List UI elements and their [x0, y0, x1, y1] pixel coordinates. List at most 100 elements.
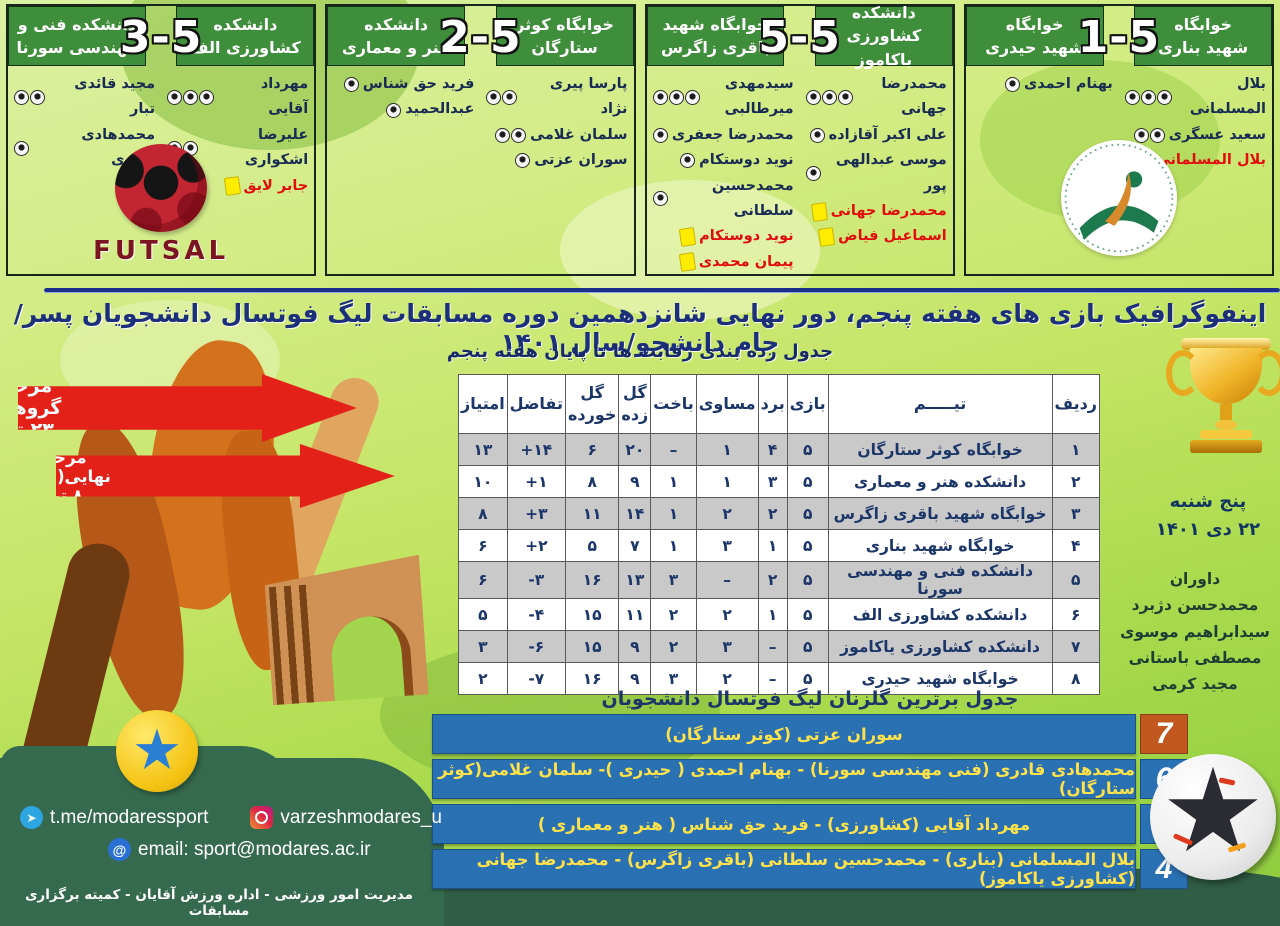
soccer-ball-icon — [14, 89, 29, 105]
win-cell: ۴ — [757, 433, 788, 466]
soccer-ball-icon — [1149, 127, 1165, 143]
player-name: بلال المسلمانی — [1189, 76, 1266, 118]
played-cell: ۵ — [786, 662, 829, 695]
star-ball-icon: ★ — [116, 710, 198, 792]
played-cell: ۵ — [786, 630, 829, 663]
goal-event: محمدرضا جهانی — [805, 72, 947, 123]
soccer-ball-icon — [809, 127, 825, 143]
standings-header-cell: گل خورده — [564, 374, 620, 434]
goal-balls — [809, 127, 825, 143]
instagram-link[interactable]: varzeshmodares_u — [250, 806, 442, 829]
player-name: محمدحسین سلطانی — [711, 177, 794, 219]
team-cell: خوابگاه شهید باقری زاگرس — [827, 497, 1053, 530]
standings-header-cell: بازی — [786, 374, 829, 434]
home-scorers: مهرداد آقایی علیرضا اشکواری جابر لایق — [161, 70, 314, 201]
team-cell: دانشکده هنر و معماری — [827, 465, 1053, 498]
goals-against-cell: ۱۱ — [564, 497, 620, 530]
loss-cell: ۱ — [650, 465, 697, 498]
soccer-ball-icon — [668, 89, 684, 105]
goals-for-cell: ۹ — [618, 662, 652, 695]
goal-event: موسی عبدالهی پور — [805, 148, 947, 199]
player-name: مهرداد آقایی — [260, 76, 309, 118]
goal-balls — [805, 166, 821, 181]
away-team-name: دانشکده فنی و مهندسی سورنا — [8, 6, 146, 66]
scorer-columns: محمدرضا جهانی علی اکبر آقازاده موسی عبداله… — [647, 70, 953, 277]
player-name: موسی عبدالهی پور — [835, 152, 947, 194]
soccer-ball-icon — [511, 127, 527, 143]
email-at-icon: @ — [108, 838, 131, 861]
goal-event: مهرداد آقایی — [167, 72, 308, 123]
goal-diff-cell: -۴ — [506, 598, 566, 631]
goal-balls — [652, 127, 668, 143]
match-date: پنج شنبه ۲۲ دی ۱۴۰۱ — [1142, 488, 1274, 544]
win-cell: – — [757, 630, 788, 663]
player-name: محمدرضا جهانی — [830, 202, 947, 219]
instagram-handle: varzeshmodares_u — [280, 806, 442, 828]
scorer-columns: بلال المسلمانی سعید عسگری بلال المسلمانی ب… — [966, 70, 1272, 176]
rank-cell: ۳ — [1051, 497, 1101, 530]
home-scorers: محمدرضا جهانی علی اکبر آقازاده موسی عبداله… — [800, 70, 953, 277]
goals-against-cell: ۱۶ — [564, 561, 620, 599]
telegram-link[interactable]: ➤ t.me/modaressport — [20, 806, 208, 829]
played-cell: ۵ — [786, 465, 829, 498]
goal-balls — [167, 89, 215, 105]
goals-for-cell: ۷ — [618, 529, 652, 562]
rank-cell: ۴ — [1051, 529, 1101, 562]
soccer-ball-icon — [386, 102, 402, 118]
standings-row: ۳ خوابگاه شهید باقری زاگرس ۵ ۲ ۲ ۱ ۱۴ ۱۱… — [458, 497, 1101, 530]
star-glyph: ★ — [131, 718, 183, 783]
goal-event: محمدحسین سلطانی — [652, 174, 794, 225]
scorer-columns: پارسا پیری نژاد سلمان غلامی سوران عزتی فری… — [327, 70, 633, 176]
card-event: اسماعیل فیاض — [806, 224, 947, 249]
home-scorers: پارسا پیری نژاد سلمان غلامی سوران عزتی — [480, 70, 633, 176]
referee-names: محمدحسن دژبرد سیدابراهیم موسوی مصطفی باستا… — [1116, 592, 1274, 697]
goal-balls — [652, 191, 668, 207]
goal-event: مجید قائدی تبار — [14, 72, 155, 123]
rank-cell: ۲ — [1051, 465, 1101, 498]
draw-cell: ۱ — [695, 433, 759, 466]
goal-diff-cell: +۱۴ — [506, 433, 566, 466]
match-score: 1-5 — [1077, 12, 1161, 63]
player-name: محمدرضا جهانی — [881, 76, 947, 118]
rank-cell: ۷ — [1051, 630, 1101, 663]
standings-header-cell: گل زده — [618, 374, 652, 434]
referee-name: مصطفی باستانی — [1128, 649, 1262, 668]
goal-balls — [14, 140, 29, 156]
soccer-ball-icon — [183, 89, 199, 105]
player-name: عبدالحمید — [405, 101, 475, 118]
goal-balls — [680, 153, 696, 169]
team-cell: دانشکده کشاورزی یاکاموز — [827, 630, 1053, 663]
goal-balls — [805, 89, 853, 105]
soccer-ball-icon — [821, 89, 837, 105]
draw-cell: ۲ — [695, 662, 759, 695]
soccer-ball-icon — [680, 153, 696, 169]
goal-balls — [515, 153, 531, 169]
standings-row: ۷ دانشکده کشاورزی یاکاموز ۵ – ۳ ۲ ۹ ۱۵ -… — [458, 630, 1101, 663]
standings-header-cell: تیـــــم — [827, 374, 1053, 434]
goal-event: فرید حق شناس — [333, 72, 474, 97]
standings-row: ۴ خوابگاه شهید بناری ۵ ۱ ۳ ۱ ۷ ۵ +۲ ۶ — [458, 529, 1101, 562]
points-cell: ۶ — [458, 561, 508, 599]
played-cell: ۵ — [786, 598, 829, 631]
top-scorer-goal-count: 7 — [1140, 714, 1188, 754]
email-link[interactable]: @ email: sport@modares.ac.ir — [108, 838, 371, 861]
match-score: 2-5 — [439, 12, 522, 63]
win-cell: ۱ — [757, 598, 788, 631]
champions-league-ball-icon — [1150, 754, 1276, 880]
home-team-name: دانشکده کشاورزی الف — [176, 6, 315, 66]
goals-against-cell: ۱۵ — [564, 598, 620, 631]
loss-cell: – — [650, 433, 697, 466]
player-name: نوید دوستکام — [699, 152, 794, 169]
loss-cell: ۱ — [650, 497, 697, 530]
home-team-name: دانشکده کشاورزی یاکاموز — [814, 3, 953, 69]
player-name: سیدمهدی میرطالبی — [724, 76, 794, 118]
goal-event: بلال المسلمانی — [1124, 72, 1266, 123]
standings-row: ۶ دانشکده کشاورزی الف ۵ ۱ ۲ ۲ ۱۱ ۱۵ -۴ ۵ — [458, 598, 1101, 631]
soccer-ball-icon — [486, 89, 502, 105]
soccer-ball-icon — [1156, 89, 1172, 105]
standings-header-cell: مساوی — [695, 374, 759, 434]
played-cell: ۵ — [786, 433, 829, 466]
goal-event: سلمان غلامی — [486, 123, 628, 148]
played-cell: ۵ — [786, 497, 829, 530]
